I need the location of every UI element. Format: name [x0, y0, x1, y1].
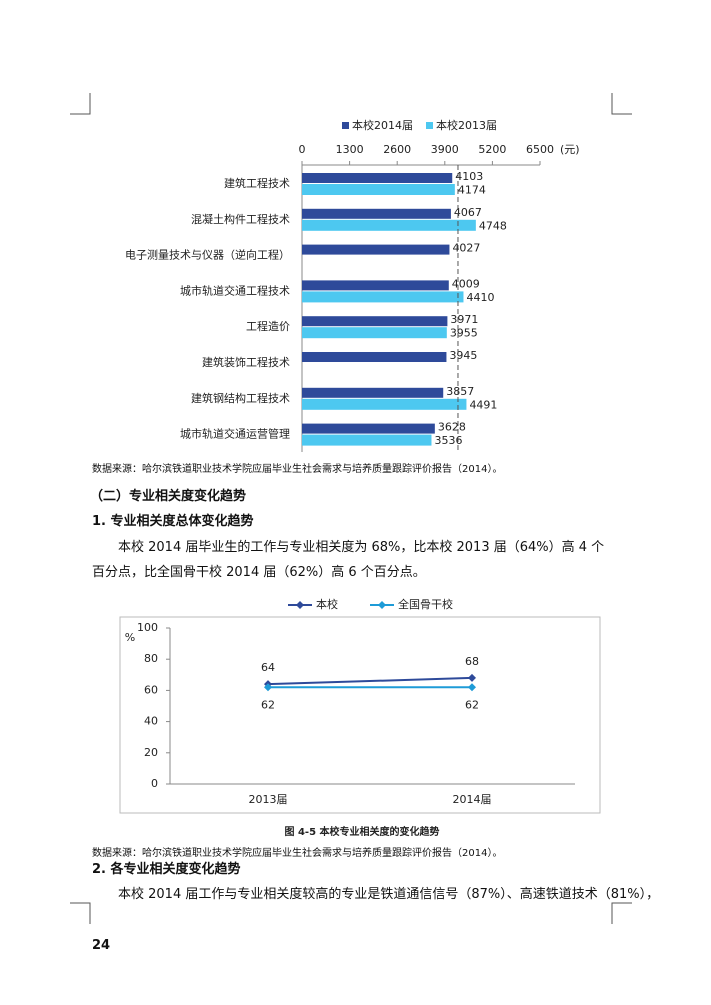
- x-tick-label: 6500: [526, 143, 554, 156]
- y-tick-label: 80: [144, 652, 158, 665]
- category-label: 工程造价: [246, 319, 290, 333]
- value-label: 4009: [452, 277, 480, 290]
- paragraph: 本校 2014 届工作与专业相关度较高的专业是铁道通信信号（87%）、高速铁道技…: [118, 887, 660, 902]
- value-label: 64: [261, 661, 275, 674]
- value-label: 62: [261, 698, 275, 711]
- legend-marker: [296, 601, 304, 609]
- value-label: 3536: [434, 434, 462, 447]
- legend-marker: [378, 601, 386, 609]
- crop-mark: [611, 93, 632, 115]
- category-label: 建筑装饰工程技术: [202, 355, 290, 369]
- bar: [302, 244, 450, 255]
- value-label: 3955: [450, 327, 478, 340]
- y-tick-label: 0: [151, 777, 158, 790]
- crop-mark: [611, 902, 632, 924]
- crop-mark: [70, 902, 91, 924]
- x-axis-unit: (元): [560, 143, 580, 156]
- bar: [302, 387, 444, 398]
- heading: （二）专业相关度变化趋势: [90, 489, 247, 504]
- source-note: 数据来源：哈尔滨铁道职业技术学院应届毕业生社会需求与培养质量跟踪评价报告（201…: [92, 464, 503, 475]
- y-tick-label: 100: [137, 621, 158, 634]
- bar: [302, 291, 464, 303]
- category-label: 混凝土构件工程技术: [191, 212, 290, 226]
- value-label: 4067: [454, 206, 482, 219]
- value-label: 68: [465, 655, 479, 668]
- series-line: [267, 676, 473, 686]
- legend-label: 全国骨干校: [398, 597, 453, 611]
- x-tick-label: 3900: [431, 143, 459, 156]
- source-note: 数据来源：哈尔滨铁道职业技术学院应届毕业生社会需求与培养质量跟踪评价报告（201…: [92, 848, 503, 859]
- x-tick-label: 0: [299, 143, 306, 156]
- category-label: 城市轨道交通工程技术: [180, 283, 290, 297]
- value-label: 4103: [455, 170, 483, 183]
- value-label: 4748: [479, 219, 507, 232]
- category-label: 建筑钢结构工程技术: [191, 391, 290, 405]
- category-label: 建筑工程技术: [224, 176, 290, 190]
- chart-frame: [119, 616, 601, 814]
- legend-label: 本校2014届: [352, 118, 413, 132]
- crop-marks: [70, 93, 632, 924]
- bar: [302, 173, 453, 183]
- bar: [302, 208, 451, 219]
- legend-swatch: [342, 122, 349, 129]
- value-label: 4491: [469, 398, 497, 411]
- legend-label: 本校: [316, 597, 338, 611]
- legend-swatch: [426, 122, 433, 129]
- bar: [302, 316, 448, 327]
- x-tick-label: 2600: [383, 143, 411, 156]
- bar: [302, 434, 432, 446]
- category-label: 城市轨道交通运营管理: [180, 427, 290, 441]
- value-label: 62: [465, 698, 479, 711]
- crop-mark: [70, 93, 91, 115]
- paragraph: 本校 2014 届毕业生的工作与专业相关度为 68%，比本校 2013 届（64…: [92, 540, 605, 580]
- page-number: 24: [92, 938, 111, 953]
- bar: [302, 352, 447, 362]
- chart-caption: 图 4-5 本校专业相关度的变化趋势: [284, 825, 439, 838]
- bar: [302, 398, 467, 410]
- point-marker: [468, 673, 476, 682]
- heading: 2. 各专业相关度变化趋势: [92, 862, 241, 877]
- point-marker: [264, 683, 272, 692]
- bar: [302, 423, 435, 434]
- y-axis-label: %: [125, 631, 135, 644]
- x-tick-label: 5200: [478, 143, 506, 156]
- x-tick-label: 1300: [336, 143, 364, 156]
- value-label: 3945: [449, 349, 477, 362]
- value-label: 3857: [446, 385, 474, 398]
- bar: [302, 280, 449, 291]
- legend-label: 本校2013届: [436, 118, 497, 132]
- heading: 1. 专业相关度总体变化趋势: [92, 514, 254, 529]
- bar: [302, 219, 476, 231]
- y-tick-label: 20: [144, 746, 158, 759]
- category-label: 电子测量技术与仪器（逆向工程）: [125, 248, 290, 262]
- point-marker: [468, 683, 476, 692]
- y-tick-label: 40: [144, 715, 158, 728]
- value-label: 3628: [438, 421, 466, 434]
- value-label: 4027: [452, 242, 480, 255]
- x-tick-label: 2013届: [249, 793, 288, 806]
- bar: [302, 184, 455, 195]
- x-tick-label: 2014届: [453, 793, 492, 806]
- y-tick-label: 60: [144, 683, 158, 696]
- value-label: 4174: [458, 184, 486, 197]
- value-label: 4410: [466, 291, 494, 304]
- value-label: 3971: [450, 313, 478, 326]
- bar: [302, 327, 447, 339]
